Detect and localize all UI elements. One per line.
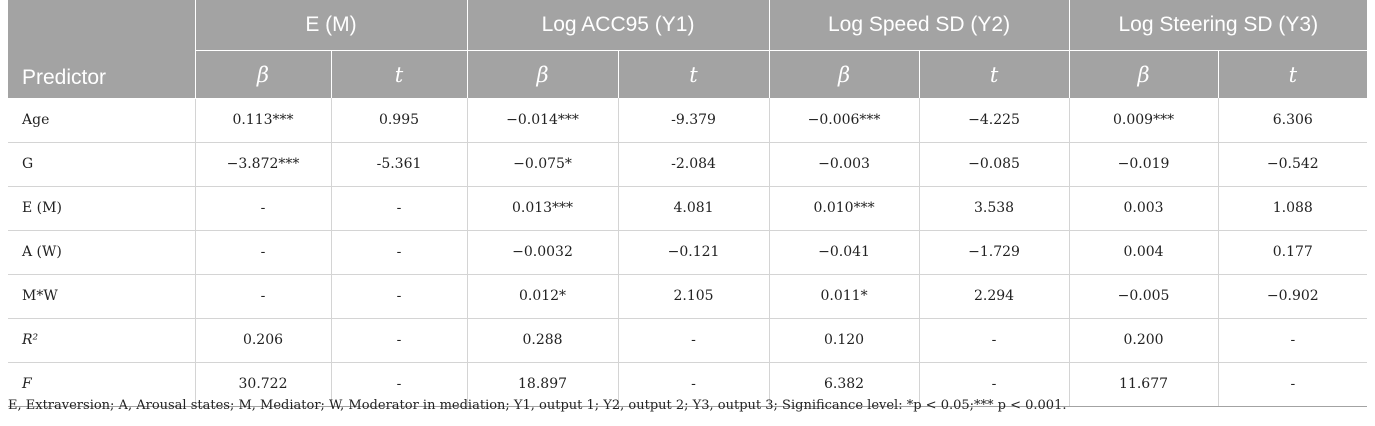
table-cell: −0.075* [466, 142, 619, 187]
table-row: G −3.872*** -5.361 −0.075* -2.084 −0.003… [8, 142, 1368, 187]
table-cell: −0.121 [617, 230, 770, 275]
table-cell: 30.722 [194, 362, 331, 407]
group-header-log-acc95: Log ACC95 (Y1) [466, 0, 770, 51]
table-row: Age 0.113*** 0.995 −0.014*** -9.379 −0.0… [8, 98, 1368, 143]
table-cell: - [330, 274, 468, 319]
row-label: F [8, 362, 195, 407]
table-cell: -5.361 [330, 142, 468, 187]
row-label: G [8, 142, 195, 187]
table-cell: 11.677 [1068, 362, 1219, 407]
table-cell: −0.0032 [466, 230, 619, 275]
table-cell: 4.081 [617, 186, 770, 231]
table-cell: −0.085 [918, 142, 1070, 187]
table-cell: −3.872*** [194, 142, 331, 187]
table-cell: 0.177 [1217, 230, 1368, 275]
sub-header-beta: β [194, 50, 331, 98]
table-cell: −0.003 [768, 142, 920, 187]
table-cell: 0.288 [466, 318, 619, 363]
table-cell: 0.206 [194, 318, 331, 363]
table-cell: 0.200 [1068, 318, 1219, 363]
table-cell: 6.382 [768, 362, 920, 407]
table-cell: 0.009*** [1068, 98, 1219, 143]
table-cell: 0.011* [768, 274, 920, 319]
table-cell: - [918, 362, 1070, 407]
sub-header-beta: β [466, 50, 619, 98]
table-cell: −0.005 [1068, 274, 1219, 319]
regression-table-container: Predictor E (M) Log ACC95 (Y1) Log Speed… [8, 0, 1368, 407]
table-cell: - [194, 274, 331, 319]
table-cell: 0.113*** [194, 98, 331, 143]
sub-header-t: t [330, 50, 468, 98]
table-cell: - [194, 230, 331, 275]
table-cell: −0.041 [768, 230, 920, 275]
table-cell: 0.012* [466, 274, 619, 319]
regression-table: Predictor E (M) Log ACC95 (Y1) Log Speed… [8, 0, 1368, 407]
table-cell: - [617, 362, 770, 407]
table-cell: 0.010*** [768, 186, 920, 231]
table-row: M*W - - 0.012* 2.105 0.011* 2.294 −0.005… [8, 274, 1368, 319]
table-footnote: E, Extraversion; A, Arousal states; M, M… [8, 398, 1067, 413]
sub-header-t: t [918, 50, 1070, 98]
table-cell: −0.542 [1217, 142, 1368, 187]
table-cell: 0.004 [1068, 230, 1219, 275]
table-cell: −1.729 [918, 230, 1070, 275]
table-cell: 3.538 [918, 186, 1070, 231]
table-cell: 0.003 [1068, 186, 1219, 231]
sub-header-beta: β [1068, 50, 1219, 98]
table-cell: - [918, 318, 1070, 363]
table-row: E (M) - - 0.013*** 4.081 0.010*** 3.538 … [8, 186, 1368, 231]
table-cell: 6.306 [1217, 98, 1368, 143]
table-cell: - [194, 186, 331, 231]
table-cell: 2.105 [617, 274, 770, 319]
group-header-log-steering-sd: Log Steering SD (Y3) [1068, 0, 1368, 51]
row-label: R² [8, 318, 195, 363]
group-header-log-speed-sd: Log Speed SD (Y2) [768, 0, 1070, 51]
table-cell: - [1217, 318, 1368, 363]
table-cell: 1.088 [1217, 186, 1368, 231]
table-cell: −0.019 [1068, 142, 1219, 187]
table-cell: - [617, 318, 770, 363]
table-row: F 30.722 - 18.897 - 6.382 - 11.677 - [8, 362, 1368, 407]
sub-header-row: β t β t β t β t [8, 50, 1368, 98]
table-cell: −0.902 [1217, 274, 1368, 319]
group-header-row: Predictor E (M) Log ACC95 (Y1) Log Speed… [8, 0, 1368, 99]
group-header-e-m: E (M) [194, 0, 468, 51]
table-cell: −0.014*** [466, 98, 619, 143]
table-cell: -9.379 [617, 98, 770, 143]
table-cell: 0.995 [330, 98, 468, 143]
table-cell: - [330, 362, 468, 407]
table-cell: - [330, 318, 468, 363]
row-label: A (W) [8, 230, 195, 275]
table-cell: - [330, 230, 468, 275]
table-cell: −0.006*** [768, 98, 920, 143]
table-cell: - [1217, 362, 1368, 407]
table-cell: -2.084 [617, 142, 770, 187]
row-label: Age [8, 98, 195, 143]
row-label: M*W [8, 274, 195, 319]
table-cell: 0.013*** [466, 186, 619, 231]
row-label: E (M) [8, 186, 195, 231]
table-row: A (W) - - −0.0032 −0.121 −0.041 −1.729 0… [8, 230, 1368, 275]
predictor-header: Predictor [8, 0, 195, 99]
sub-header-t: t [617, 50, 770, 98]
table-cell: −4.225 [918, 98, 1070, 143]
table-cell: 0.120 [768, 318, 920, 363]
table-cell: - [330, 186, 468, 231]
table-row: R² 0.206 - 0.288 - 0.120 - 0.200 - [8, 318, 1368, 363]
sub-header-beta: β [768, 50, 920, 98]
table-cell: 18.897 [466, 362, 619, 407]
table-cell: 2.294 [918, 274, 1070, 319]
sub-header-t: t [1217, 50, 1368, 98]
